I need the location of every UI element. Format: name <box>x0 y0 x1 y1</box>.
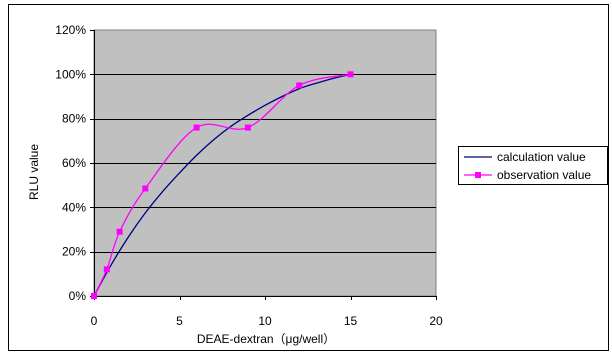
y-tick-label-4: 80% <box>62 112 86 126</box>
y-tick-label-0: 0% <box>69 289 87 303</box>
x-axis-title: DEAE-dextran（μg/well） <box>197 332 335 346</box>
x-tick-label-4: 20 <box>429 314 443 328</box>
y-tick-label-1: 20% <box>62 245 86 259</box>
x-tick-labels: 0 5 10 15 20 <box>91 314 443 328</box>
legend: calculation value observation value <box>458 146 608 185</box>
legend-marker-observation <box>475 172 481 178</box>
data-point-observation-0 <box>91 293 97 299</box>
series-line-1 <box>93 73 351 297</box>
data-point-observation-5 <box>244 124 251 131</box>
data-point-observation-1 <box>103 266 110 273</box>
series-layer <box>91 71 354 299</box>
x-tick-label-1: 5 <box>176 314 183 328</box>
series-line-0 <box>93 73 351 297</box>
x-tick-label-0: 0 <box>91 314 98 328</box>
y-axis-title: RLU value <box>27 144 41 200</box>
data-point-observation-7 <box>347 71 354 78</box>
data-point-observation-6 <box>296 82 303 89</box>
legend-label-calculation: calculation value <box>497 150 586 164</box>
y-tick-label-6: 120% <box>55 23 86 37</box>
data-point-observation-3 <box>142 185 149 192</box>
x-tick-label-2: 10 <box>258 314 272 328</box>
x-tick-label-3: 15 <box>344 314 358 328</box>
y-tick-label-2: 40% <box>62 200 86 214</box>
data-point-observation-2 <box>116 228 123 235</box>
y-tick-labels: 0% 20% 40% 60% 80% 100% 120% <box>55 23 86 303</box>
legend-label-observation: observation value <box>497 168 591 182</box>
y-tick-label-3: 60% <box>62 156 86 170</box>
legend-box <box>458 146 608 185</box>
data-point-observation-4 <box>193 124 200 131</box>
y-tick-label-5: 100% <box>55 67 86 81</box>
